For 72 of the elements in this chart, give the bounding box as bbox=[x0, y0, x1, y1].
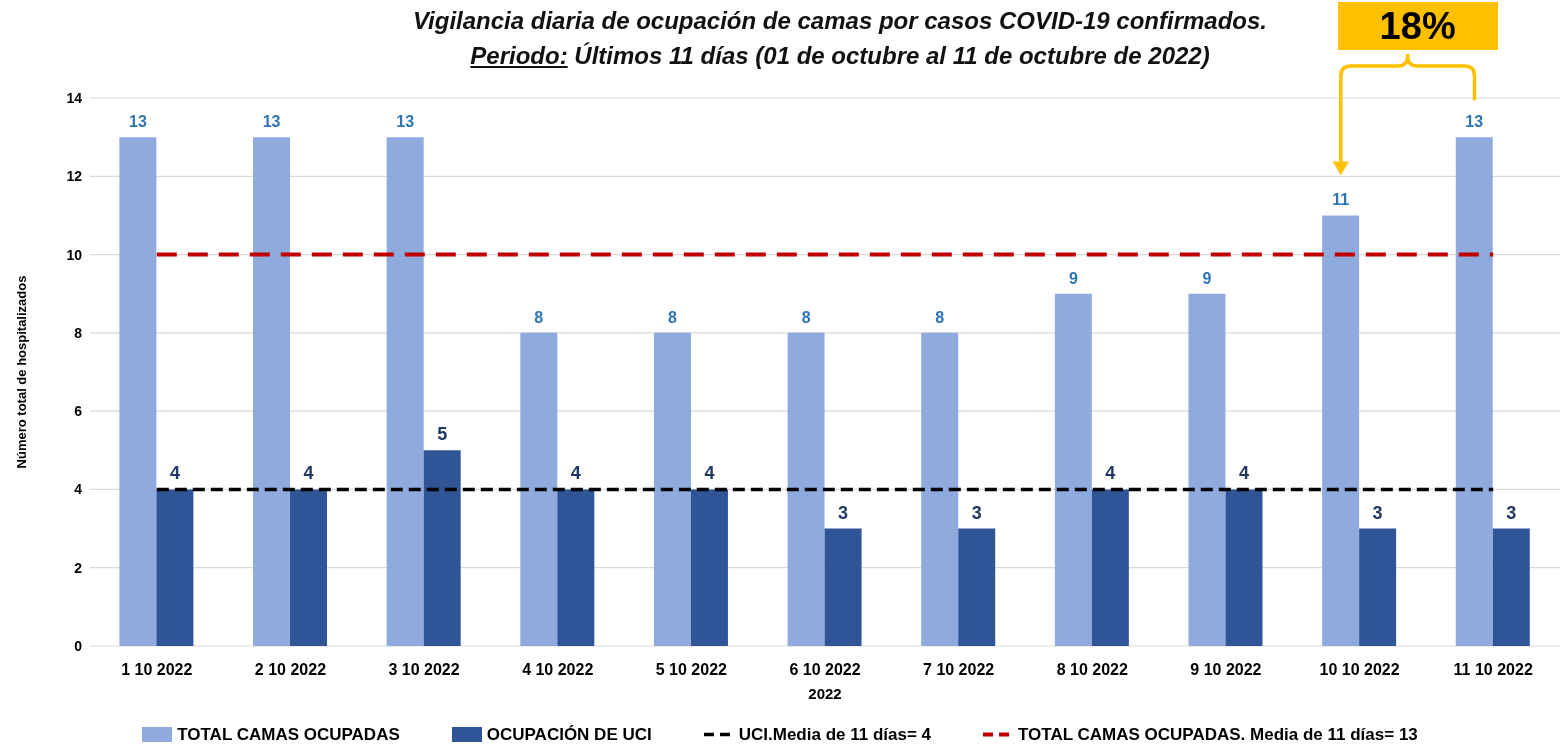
data-label: 4 bbox=[1238, 463, 1249, 484]
y-tick-label: 12 bbox=[66, 168, 83, 185]
bar bbox=[520, 332, 558, 646]
y-axis-title: Número total de hospitalizados bbox=[13, 275, 29, 469]
y-tick-label: 2 bbox=[74, 559, 83, 576]
x-tick-label: 8 10 2022 bbox=[1056, 661, 1128, 679]
bar bbox=[653, 332, 691, 646]
data-label: 8 bbox=[667, 308, 677, 326]
bar bbox=[290, 489, 328, 646]
x-tick-label: 9 10 2022 bbox=[1190, 661, 1262, 679]
data-label: 11 bbox=[1332, 191, 1350, 209]
data-label: 8 bbox=[935, 308, 945, 326]
chart-title: Vigilancia diaria de ocupación de camas por casos COVID-19 confirmados. bbox=[412, 7, 1268, 34]
legend-label: TOTAL CAMAS OCUPADAS bbox=[177, 724, 400, 744]
bar bbox=[1091, 489, 1129, 646]
data-label: 8 bbox=[801, 308, 811, 326]
data-label: 13 bbox=[1465, 113, 1484, 131]
bar bbox=[690, 489, 728, 646]
y-tick-label: 6 bbox=[74, 403, 83, 420]
bar bbox=[1225, 489, 1263, 646]
x-tick-label: 1 10 2022 bbox=[121, 661, 193, 679]
legend-label: UCI.Media de 11 días= 4 bbox=[738, 724, 932, 744]
bar bbox=[557, 489, 595, 646]
data-label: 8 bbox=[534, 308, 544, 326]
bar bbox=[1322, 215, 1360, 646]
data-label: 4 bbox=[169, 463, 180, 484]
legend-label: OCUPACIÓN DE UCI bbox=[486, 724, 652, 744]
x-axis-title: 2022 bbox=[808, 685, 842, 702]
callout-box: 18% bbox=[1337, 2, 1498, 50]
y-tick-label: 4 bbox=[74, 481, 83, 498]
bar bbox=[1054, 293, 1092, 646]
x-tick-label: 5 10 2022 bbox=[655, 661, 728, 679]
y-tick-label: 8 bbox=[74, 324, 83, 341]
x-tick-label: 4 10 2022 bbox=[522, 661, 594, 679]
y-tick-label: 10 bbox=[66, 246, 83, 263]
legend-label: TOTAL CAMAS OCUPADAS. Media de 11 días= 13 bbox=[1018, 724, 1418, 744]
x-tick-label: 6 10 2022 bbox=[789, 661, 861, 679]
chart-subtitle: Periodo: Últimos 11 días (01 de octubre al 11 de octubre de 2022) bbox=[470, 42, 1210, 69]
data-label: 4 bbox=[303, 463, 314, 484]
data-label: 3 bbox=[1506, 502, 1517, 523]
data-label: 3 bbox=[838, 502, 849, 523]
x-tick-label: 7 10 2022 bbox=[923, 661, 995, 679]
y-tick-label: 0 bbox=[74, 637, 83, 654]
data-label: 5 bbox=[437, 424, 448, 445]
bar bbox=[1188, 293, 1226, 646]
data-label: 4 bbox=[1105, 463, 1116, 484]
data-label: 4 bbox=[704, 463, 715, 484]
data-label: 3 bbox=[1372, 502, 1383, 523]
x-tick-label: 10 10 2022 bbox=[1319, 661, 1400, 679]
x-tick-label: 11 10 2022 bbox=[1453, 661, 1533, 679]
data-label: 9 bbox=[1068, 269, 1078, 287]
bar bbox=[958, 528, 996, 646]
bar bbox=[386, 137, 424, 646]
x-tick-label: 3 10 2022 bbox=[388, 661, 460, 679]
x-tick-label: 2 10 2022 bbox=[254, 661, 327, 679]
data-label: 9 bbox=[1202, 269, 1212, 287]
data-label: 13 bbox=[262, 113, 281, 131]
data-label: 13 bbox=[396, 113, 415, 131]
data-label: 13 bbox=[129, 113, 147, 131]
data-label: 3 bbox=[971, 502, 982, 523]
bar bbox=[787, 332, 825, 646]
bar bbox=[1455, 137, 1493, 646]
bar bbox=[1359, 528, 1397, 646]
bar bbox=[1492, 528, 1530, 646]
bar bbox=[119, 137, 157, 646]
bar bbox=[156, 489, 194, 646]
bar bbox=[423, 450, 461, 646]
y-tick-label: 14 bbox=[66, 89, 83, 106]
bar bbox=[921, 332, 959, 646]
bar bbox=[253, 137, 291, 646]
data-label: 4 bbox=[570, 463, 581, 484]
bar bbox=[824, 528, 862, 646]
